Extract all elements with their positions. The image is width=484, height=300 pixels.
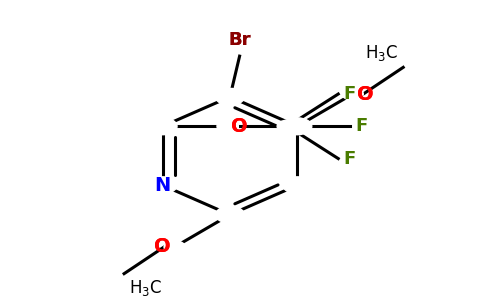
Text: O: O <box>357 85 373 104</box>
Text: F: F <box>343 85 355 103</box>
Circle shape <box>283 177 312 194</box>
Circle shape <box>148 118 177 135</box>
Text: N: N <box>154 176 171 195</box>
Text: O: O <box>231 117 247 136</box>
Circle shape <box>217 120 238 133</box>
Text: Br: Br <box>228 31 251 49</box>
Circle shape <box>164 241 185 253</box>
Text: O: O <box>154 238 171 256</box>
Text: F: F <box>343 150 355 168</box>
Text: Br: Br <box>228 31 251 49</box>
Text: O: O <box>231 117 247 136</box>
Circle shape <box>215 88 244 105</box>
Circle shape <box>283 118 312 135</box>
Circle shape <box>342 88 363 100</box>
Circle shape <box>148 177 177 194</box>
Text: F: F <box>355 117 367 135</box>
Text: O: O <box>357 85 373 104</box>
Circle shape <box>215 206 244 223</box>
Text: H$_3$C: H$_3$C <box>365 43 398 63</box>
Circle shape <box>277 120 298 133</box>
Text: O: O <box>154 238 171 256</box>
Text: H$_3$C: H$_3$C <box>129 278 162 298</box>
